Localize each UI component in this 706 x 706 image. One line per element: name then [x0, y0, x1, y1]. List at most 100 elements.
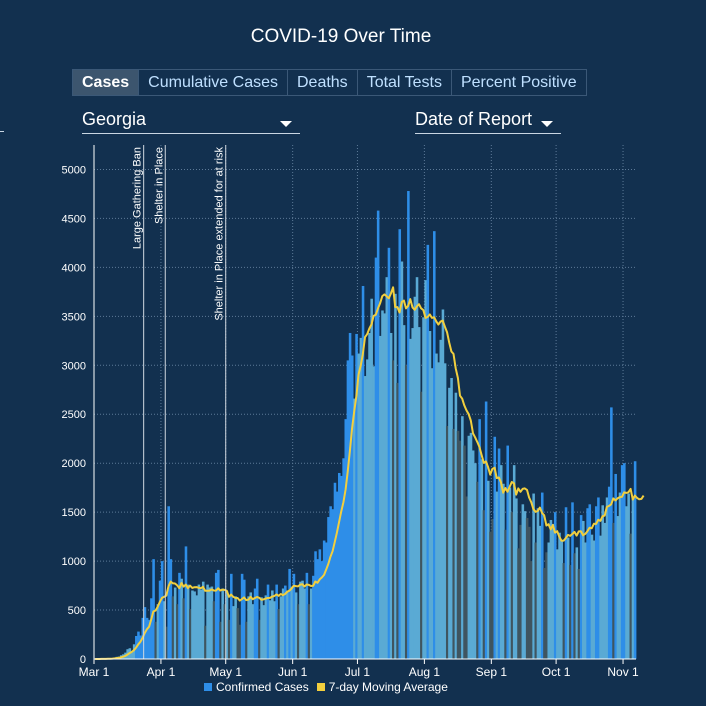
bar-confirmed-cases — [476, 481, 479, 659]
bar-confirmed-cases — [573, 553, 576, 659]
bar-confirmed-cases — [625, 506, 628, 659]
bar-confirmed-cases — [454, 392, 458, 659]
bar-confirmed-cases — [247, 596, 250, 659]
x-tick-label: Mar 1 — [79, 665, 110, 679]
bar-confirmed-cases — [586, 508, 589, 659]
bar-confirmed-cases — [597, 497, 600, 659]
bar-confirmed-cases — [281, 588, 285, 659]
bar-confirmed-cases — [178, 572, 181, 659]
bar-confirmed-cases — [366, 359, 369, 659]
y-tick-label: 500 — [68, 605, 86, 617]
bar-confirmed-cases — [398, 229, 402, 659]
legend-swatch-moving-average — [316, 683, 325, 691]
bar-confirmed-cases — [355, 333, 358, 659]
bar-confirmed-cases — [186, 584, 190, 659]
bar-confirmed-cases — [487, 480, 490, 659]
bar-confirmed-cases — [478, 419, 481, 659]
y-tick-label: 1000 — [62, 556, 86, 568]
bar-confirmed-cases — [275, 584, 278, 659]
bar-confirmed-cases — [357, 353, 361, 659]
bar-confirmed-cases — [262, 605, 265, 659]
bar-confirmed-cases — [553, 512, 557, 659]
bar-confirmed-cases — [512, 465, 516, 659]
bar-confirmed-cases — [467, 435, 471, 659]
bar-confirmed-cases — [532, 493, 535, 659]
bar-confirmed-cases — [156, 604, 160, 659]
bar-confirmed-cases — [396, 382, 399, 659]
tab-percent-positive[interactable]: Percent Positive — [450, 70, 586, 95]
bar-confirmed-cases — [176, 604, 179, 659]
bar-confirmed-cases — [404, 365, 408, 659]
bar-confirmed-cases — [409, 338, 412, 659]
bar-confirmed-cases — [180, 578, 183, 659]
bar-confirmed-cases — [277, 609, 281, 659]
bar-confirmed-cases — [530, 561, 533, 659]
bar-confirmed-cases — [439, 339, 443, 659]
bar-confirmed-cases — [413, 296, 417, 659]
bar-confirmed-cases — [251, 604, 255, 659]
x-tick-label: Apr 1 — [147, 665, 176, 679]
bar-confirmed-cases — [461, 416, 464, 659]
bar-confirmed-cases — [236, 608, 240, 659]
bar-confirmed-cases — [290, 586, 294, 659]
bar-confirmed-cases — [590, 534, 594, 659]
bar-confirmed-cases — [191, 590, 194, 659]
bar-confirmed-cases — [618, 492, 622, 659]
bar-confirmed-cases — [245, 621, 248, 659]
divider — [0, 131, 4, 132]
bar-confirmed-cases — [428, 331, 432, 659]
bar-confirmed-cases — [292, 573, 296, 659]
y-tick-label: 1500 — [62, 507, 86, 519]
bar-confirmed-cases — [253, 588, 257, 659]
tab-deaths[interactable]: Deaths — [286, 70, 357, 95]
bar-confirmed-cases — [612, 522, 615, 659]
bar-confirmed-cases — [258, 619, 261, 659]
bar-confirmed-cases — [359, 337, 363, 659]
legend-item-confirmed: Confirmed Cases — [204, 680, 309, 694]
bar-confirmed-cases — [610, 407, 613, 659]
bar-confirmed-cases — [294, 592, 298, 659]
x-tick-label: Jul 1 — [345, 665, 371, 679]
tab-total-tests[interactable]: Total Tests — [356, 70, 451, 95]
bar-confirmed-cases — [309, 588, 313, 659]
bar-confirmed-cases — [519, 524, 522, 659]
bar-confirmed-cases — [314, 551, 317, 659]
y-tick-label: 4000 — [62, 262, 86, 274]
bar-confirmed-cases — [201, 581, 205, 659]
cases-chart: 0 500 1000 1500 2000 2500 3000 3500 4000 4500 5000… — [62, 145, 645, 679]
bar-confirmed-cases — [344, 419, 348, 659]
bar-confirmed-cases — [491, 518, 494, 659]
bar-confirmed-cases — [508, 487, 512, 659]
bar-confirmed-cases — [569, 565, 572, 659]
bar-confirmed-cases — [402, 325, 406, 659]
bar-confirmed-cases — [594, 506, 598, 659]
bar-confirmed-cases — [515, 498, 518, 659]
bar-confirmed-cases — [482, 510, 486, 659]
bar-confirmed-cases — [230, 573, 233, 659]
bar-confirmed-cases — [631, 498, 635, 659]
bar-confirmed-cases — [184, 546, 188, 659]
bar-confirmed-cases — [547, 542, 551, 659]
bar-confirmed-cases — [219, 621, 222, 659]
bar-confirmed-cases — [556, 549, 559, 659]
bar-confirmed-cases — [217, 569, 220, 659]
bar-confirmed-cases — [534, 542, 538, 659]
bar-confirmed-cases — [424, 280, 427, 659]
bar-confirmed-cases — [603, 522, 607, 659]
bar-confirmed-cases — [407, 191, 410, 659]
chevron-down-icon — [280, 121, 292, 127]
bar-confirmed-cases — [387, 247, 391, 660]
region-dropdown[interactable]: Georgia — [82, 106, 300, 134]
bar-confirmed-cases — [452, 428, 456, 659]
y-tick-label: 5000 — [62, 164, 86, 176]
date-type-dropdown[interactable]: Date of Report — [415, 106, 561, 134]
region-dropdown-value: Georgia — [82, 109, 147, 129]
bar-confirmed-cases — [605, 497, 609, 659]
bar-confirmed-cases — [465, 496, 468, 659]
bar-confirmed-cases — [448, 387, 451, 659]
bar-confirmed-cases — [415, 277, 419, 659]
tab-cases[interactable]: Cases — [73, 70, 139, 95]
tab-cumulative-cases[interactable]: Cumulative Cases — [138, 70, 287, 95]
bar-confirmed-cases — [182, 598, 186, 659]
bar-confirmed-cases — [312, 575, 315, 659]
